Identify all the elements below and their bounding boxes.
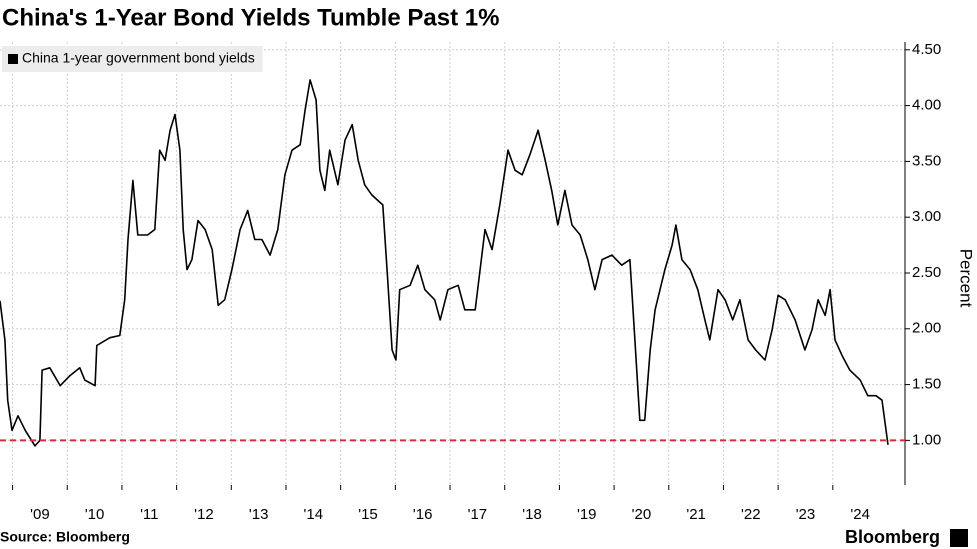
series-line [0, 79, 889, 447]
legend-background [2, 46, 263, 72]
x-tick-label: '24 [850, 506, 870, 523]
x-tick-label: '20 [632, 506, 652, 523]
logo: Bloomberg [845, 527, 940, 547]
y-tick-label: 2.00 [912, 320, 941, 337]
y-tick-label: 2.50 [912, 264, 941, 281]
source: Source: Bloomberg [0, 529, 130, 545]
y-tick-label: 3.00 [912, 208, 941, 225]
logo-icon [950, 529, 968, 547]
x-tick-label: '23 [796, 506, 816, 523]
x-tick-label: '18 [522, 506, 542, 523]
x-tick-label: '13 [249, 506, 269, 523]
y-tick-label: 1.50 [912, 376, 941, 393]
x-tick-label: '12 [194, 506, 214, 523]
y-tick-label: 1.00 [912, 431, 941, 448]
legend: China 1-year government bond yields [2, 46, 263, 72]
x-tick-label: '11 [140, 506, 158, 523]
x-tick-label: '14 [304, 506, 324, 523]
x-tick-label: '17 [468, 506, 488, 523]
x-tick-label: '16 [413, 506, 433, 523]
legend-swatch [8, 54, 18, 64]
x-tick-label: '15 [358, 506, 378, 523]
y-axis-label: Percent [957, 249, 976, 308]
chart-title: China's 1-Year Bond Yields Tumble Past 1… [2, 4, 499, 31]
x-tick-label: '10 [85, 506, 105, 523]
y-tick-label: 4.50 [912, 41, 941, 58]
x-tick-label: '19 [577, 506, 597, 523]
x-tick-label: '21 [686, 506, 706, 523]
x-tick-label: '09 [30, 506, 50, 523]
y-tick-label: 3.50 [912, 152, 941, 169]
y-tick-label: 4.00 [912, 97, 941, 114]
x-tick-label: '22 [741, 506, 761, 523]
legend-label: China 1-year government bond yields [22, 50, 255, 66]
